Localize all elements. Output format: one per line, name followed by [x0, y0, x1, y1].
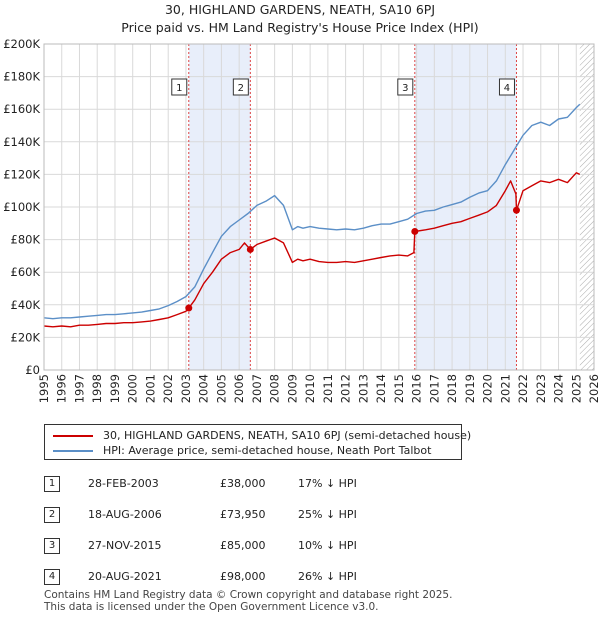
y-tick-label: £160K — [3, 102, 40, 116]
legend-label-hpi: HPI: Average price, semi-detached house,… — [103, 444, 432, 457]
legend-swatch-property — [53, 435, 93, 437]
y-tick-label: £0 — [25, 363, 40, 377]
chart-subtitle: Price paid vs. HM Land Registry's House … — [121, 20, 479, 35]
x-tick-label: 2025 — [569, 374, 583, 403]
x-tick-label: 1998 — [90, 374, 104, 403]
transaction-number: 1 — [44, 476, 60, 492]
x-tick-label: 2003 — [179, 374, 193, 403]
transaction-number: 3 — [44, 538, 60, 554]
chart-title: 30, HIGHLAND GARDENS, NEATH, SA10 6PJ — [164, 2, 436, 17]
x-tick-label: 1999 — [108, 374, 122, 403]
x-tick-label: 2021 — [498, 374, 512, 403]
legend-item-property: 30, HIGHLAND GARDENS, NEATH, SA10 6PJ (s… — [53, 429, 471, 442]
x-tick-label: 1995 — [37, 374, 51, 403]
sale-marker-label: 3 — [402, 83, 408, 94]
x-tick-label: 2016 — [410, 374, 424, 403]
sale-marker-box — [498, 78, 515, 96]
transaction-hpi-diff: 10% ↓ HPI — [298, 539, 357, 552]
transaction-hpi-diff: 17% ↓ HPI — [298, 477, 357, 490]
y-tick-label: £60K — [11, 265, 41, 279]
property-price-line — [43, 172, 581, 328]
x-tick-label: 1997 — [72, 374, 86, 403]
legend: 30, HIGHLAND GARDENS, NEATH, SA10 6PJ (s… — [44, 424, 471, 460]
x-tick-label: 2000 — [126, 374, 140, 403]
x-tick-label: 2004 — [197, 374, 211, 403]
transaction-price: £73,950 — [220, 508, 266, 521]
x-tick-label: 2017 — [427, 374, 441, 403]
transaction-number: 2 — [44, 507, 60, 523]
x-tick-label: 2010 — [303, 374, 317, 403]
sale-marker-label: 1 — [176, 83, 182, 94]
y-tick-label: £20K — [11, 330, 41, 344]
transaction-price: £38,000 — [220, 477, 266, 490]
x-tick-label: 1996 — [55, 374, 69, 403]
y-tick-label: £180K — [3, 70, 40, 84]
x-tick-label: 2008 — [268, 374, 282, 403]
transaction-price: £98,000 — [220, 570, 266, 583]
sale-marker — [246, 245, 254, 253]
x-tick-label: 2006 — [232, 374, 246, 403]
x-tick-label: 2019 — [463, 374, 477, 403]
table-row: 4 20-AUG-2021 £98,000 26% ↓ HPI — [44, 565, 464, 589]
hpi-line — [43, 103, 581, 320]
sale-marker-box — [397, 78, 414, 96]
transaction-hpi-diff: 26% ↓ HPI — [298, 570, 357, 583]
x-tick-label: 2018 — [445, 374, 459, 403]
sale-marker-box — [171, 78, 188, 96]
plot-frame — [43, 43, 595, 371]
x-tick-label: 2014 — [374, 374, 388, 403]
sale-marker — [185, 304, 193, 312]
footer-line-1: Contains HM Land Registry data © Crown c… — [44, 589, 453, 601]
x-tick-label: 2009 — [285, 374, 299, 403]
footer-line-2: This data is licensed under the Open Gov… — [44, 601, 379, 613]
x-tick-label: 2012 — [339, 374, 353, 403]
x-tick-label: 2023 — [534, 374, 548, 403]
price-chart: 1 2 3 4 £0 £20K £40K £60K £80K £100K £120K £140K £1… — [3, 37, 600, 403]
sale-marker-label: 4 — [504, 83, 510, 94]
y-tick-label: £80K — [11, 233, 41, 247]
transaction-date: 27-NOV-2015 — [88, 539, 162, 552]
legend-item-hpi: HPI: Average price, semi-detached house,… — [53, 444, 431, 457]
legend-label-property: 30, HIGHLAND GARDENS, NEATH, SA10 6PJ (s… — [103, 429, 472, 442]
legend-swatch-hpi — [53, 450, 93, 452]
x-tick-label: 2015 — [392, 374, 406, 403]
transaction-date: 28-FEB-2003 — [88, 477, 159, 490]
footer-attribution: Contains HM Land Registry data © Crown c… — [44, 589, 452, 613]
table-row: 1 28-FEB-2003 £38,000 17% ↓ HPI — [44, 472, 464, 496]
y-tick-label: £40K — [11, 298, 41, 312]
x-tick-label: 2020 — [481, 374, 495, 403]
x-tick-label: 2005 — [214, 374, 228, 403]
x-tick-label: 2022 — [516, 374, 530, 403]
sale-marker-box — [232, 78, 249, 96]
x-tick-label: 2001 — [143, 374, 157, 403]
x-tick-label: 2007 — [250, 374, 264, 403]
x-tick-label: 2011 — [321, 374, 335, 403]
x-tick-label: 2002 — [161, 374, 175, 403]
sale-marker — [411, 227, 419, 235]
sale-marker-label: 2 — [238, 83, 244, 94]
y-tick-label: £200K — [3, 37, 40, 51]
sale-marker — [512, 206, 520, 214]
transaction-date: 20-AUG-2021 — [88, 570, 162, 583]
x-tick-label: 2026 — [587, 374, 600, 403]
transaction-price: £85,000 — [220, 539, 266, 552]
y-tick-label: £140K — [3, 135, 40, 149]
transaction-hpi-diff: 25% ↓ HPI — [298, 508, 357, 521]
x-tick-label: 2024 — [552, 374, 566, 403]
table-row: 3 27-NOV-2015 £85,000 10% ↓ HPI — [44, 534, 464, 558]
y-tick-label: £100K — [3, 200, 40, 214]
y-tick-label: £120K — [3, 167, 40, 181]
table-row: 2 18-AUG-2006 £73,950 25% ↓ HPI — [44, 503, 464, 527]
transaction-date: 18-AUG-2006 — [88, 508, 162, 521]
transaction-number: 4 — [44, 569, 60, 585]
x-tick-label: 2013 — [356, 374, 370, 403]
